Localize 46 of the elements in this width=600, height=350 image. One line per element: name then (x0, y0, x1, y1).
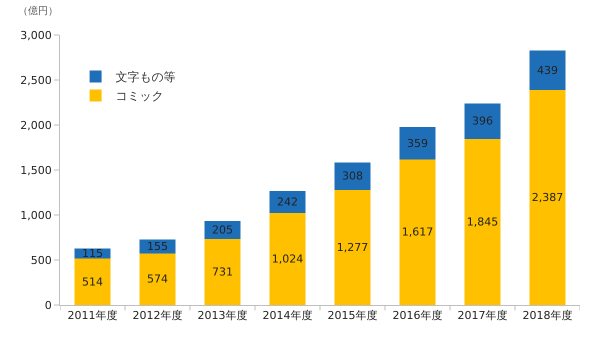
x-tick-label: 2016年度 (392, 309, 442, 322)
y-tick-label: 2,500 (20, 74, 52, 87)
data-label: 1,845 (466, 215, 498, 228)
y-tick-label: 1,000 (20, 208, 52, 222)
data-label: 115 (82, 247, 103, 260)
data-label: 359 (407, 136, 428, 150)
bar (529, 50, 566, 90)
x-tick-label: 2017年度 (458, 309, 508, 322)
x-tick-label: 2018年度 (522, 309, 572, 322)
bar (269, 212, 306, 305)
bar (464, 103, 501, 139)
data-label: 574 (147, 272, 168, 286)
bar (399, 127, 436, 160)
data-label: 1,024 (272, 252, 304, 266)
data-label: 439 (537, 64, 558, 77)
y-tick-label: 2,000 (20, 118, 52, 132)
y-axis-title: （億円） (18, 5, 58, 17)
data-label: 1,617 (402, 226, 434, 239)
y-tick-label: 1,500 (20, 164, 52, 177)
bar (204, 239, 241, 305)
legend-label: コミック (116, 89, 164, 104)
bar (269, 191, 306, 213)
y-tick-label: 500 (30, 254, 52, 267)
x-tick-label: 2012年度 (132, 309, 182, 322)
x-tick-label: 2011年度 (68, 309, 118, 322)
data-label: 2,387 (532, 191, 564, 204)
data-label: 396 (472, 114, 493, 128)
x-tick-label: 2014年度 (262, 309, 312, 322)
bar (529, 90, 566, 305)
x-tick-label: 2015年度 (328, 309, 378, 322)
bar (139, 253, 176, 305)
y-tick-label: 3,000 (20, 28, 52, 42)
bar (464, 138, 501, 305)
bar (334, 190, 371, 305)
data-label: 514 (82, 275, 103, 288)
data-label: 242 (277, 195, 298, 208)
data-label: 155 (147, 240, 168, 253)
data-label: 308 (342, 170, 363, 183)
bar (74, 258, 111, 305)
x-tick-label: 2013年度 (198, 309, 248, 322)
data-label: 1,277 (336, 241, 368, 254)
data-label: 731 (212, 266, 233, 279)
legend-label: 文字もの等 (116, 70, 176, 84)
data-label: 205 (212, 223, 233, 236)
bar (399, 159, 436, 305)
y-tick-label: 0 (44, 298, 52, 312)
